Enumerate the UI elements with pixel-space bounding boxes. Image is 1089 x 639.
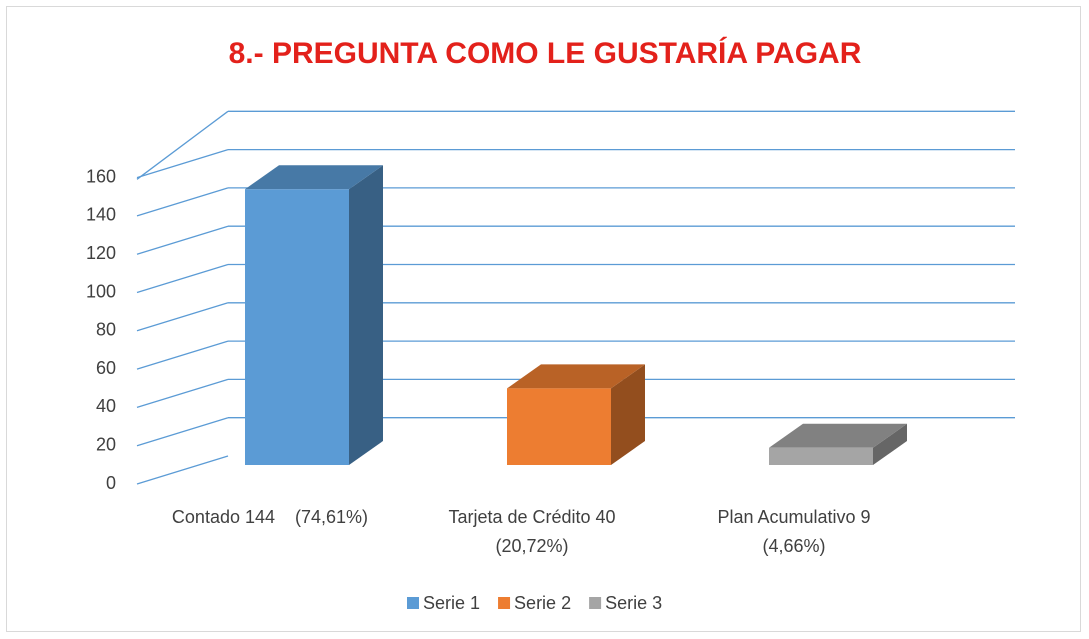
y-tick-label: 80 — [96, 320, 116, 340]
bar-side — [349, 165, 383, 466]
y-tick-label: 60 — [96, 358, 116, 378]
grid-line — [136, 225, 229, 255]
grid-line — [136, 417, 229, 447]
x-tick-label: Tarjeta de Crédito 40 (20,72%) — [448, 507, 615, 556]
grid-line — [136, 378, 229, 409]
y-tick-label: 120 — [86, 243, 116, 263]
bar-side — [873, 423, 907, 465]
x-tick-label: Plan Acumulativo 9 (4,66%) — [717, 507, 870, 556]
legend-swatch — [498, 597, 511, 609]
bar-side — [611, 364, 645, 465]
y-tick-label: 40 — [96, 396, 116, 416]
legend-label: Serie 3 — [605, 593, 662, 613]
y-tick-label: 0 — [106, 473, 116, 493]
bar-top — [769, 423, 907, 448]
legend-swatch — [589, 597, 602, 609]
bar — [769, 447, 873, 465]
chart-title: 8.- PREGUNTA COMO LE GUSTARÍA PAGAR — [229, 36, 862, 70]
y-tick-label: 20 — [96, 434, 116, 454]
grid-line — [136, 148, 229, 179]
x-tick-label: Contado 144 (74,61%) — [172, 507, 368, 527]
y-tick-label: 140 — [86, 205, 116, 225]
grid-line — [136, 187, 229, 217]
bar — [507, 388, 611, 465]
y-tick-label: 100 — [86, 281, 116, 301]
legend-label: Serie 1 — [423, 593, 480, 613]
legend-label: Serie 2 — [514, 593, 571, 613]
bar-top — [245, 165, 383, 190]
grid-line — [136, 340, 229, 370]
grid-line — [136, 455, 229, 485]
bar-top — [507, 364, 645, 389]
grid-line — [136, 302, 229, 332]
legend-swatch — [407, 597, 419, 609]
wall-edge — [136, 110, 229, 180]
y-tick-label: 160 — [86, 166, 116, 186]
bar — [245, 189, 349, 466]
grid-line — [136, 263, 229, 294]
